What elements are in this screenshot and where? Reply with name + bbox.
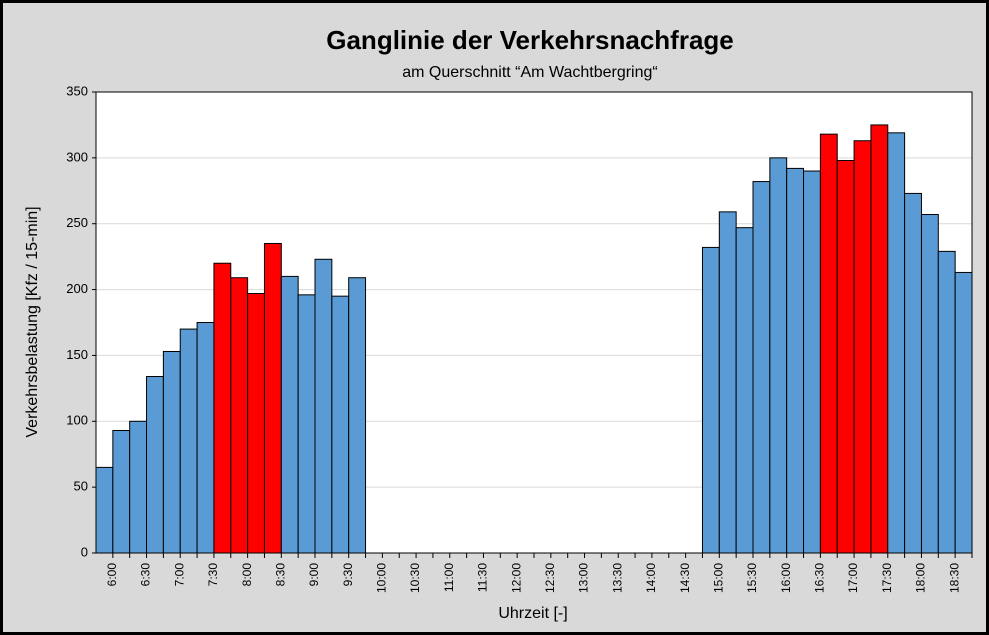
bar <box>819 133 838 554</box>
x-tick-label: 9:00 <box>307 563 321 587</box>
bar <box>247 293 265 554</box>
bar <box>752 181 771 554</box>
bar <box>853 140 872 554</box>
bar <box>230 277 249 554</box>
bar <box>129 420 148 554</box>
plot-border <box>95 91 973 554</box>
bar <box>348 277 367 554</box>
bar <box>920 213 939 554</box>
y-tick-label: 50 <box>74 479 88 494</box>
bar <box>112 430 131 554</box>
bar <box>162 350 181 554</box>
x-tick-label: 12:30 <box>543 563 557 593</box>
bar <box>904 192 922 554</box>
x-tick-label: 14:00 <box>644 563 658 593</box>
x-tick-label: 10:30 <box>408 563 422 593</box>
chart-title: Ganglinie der Verkehrsnachfrage <box>326 25 734 55</box>
x-tick-label: 6:00 <box>105 563 119 587</box>
bar <box>331 295 350 554</box>
bar <box>836 159 855 554</box>
x-tick-label: 17:00 <box>846 563 860 593</box>
y-tick-label: 350 <box>66 83 88 98</box>
x-tick-label: 8:30 <box>273 563 287 587</box>
x-tick-label: 16:00 <box>779 563 793 593</box>
bar <box>314 258 333 554</box>
x-tick-label: 18:00 <box>914 563 928 593</box>
x-tick-label: 10:00 <box>375 563 389 593</box>
bar <box>280 275 299 554</box>
x-tick-label: 9:30 <box>341 563 355 587</box>
chart-subtitle: am Querschnitt “Am Wachtbergring“ <box>402 64 657 81</box>
y-tick-label: 300 <box>66 149 88 164</box>
x-tick-label: 7:30 <box>206 563 220 587</box>
bar <box>887 132 906 554</box>
x-tick-label: 8:00 <box>240 563 254 587</box>
y-tick-label: 200 <box>66 281 88 296</box>
bar <box>769 157 788 554</box>
bar <box>213 262 232 554</box>
bar <box>718 211 737 554</box>
x-tick-label: 7:00 <box>172 563 186 587</box>
bar <box>870 124 889 554</box>
bar <box>146 376 164 554</box>
x-tick-label: 6:30 <box>139 563 153 587</box>
bar <box>701 246 720 554</box>
bar <box>954 271 973 554</box>
bar <box>937 250 956 554</box>
bar <box>263 242 282 554</box>
x-tick-label: 15:00 <box>711 563 725 593</box>
bar <box>803 170 821 554</box>
bar <box>786 167 805 554</box>
x-axis-label: Uhrzeit [-] <box>498 605 567 622</box>
x-tick-label: 15:30 <box>745 563 759 593</box>
bar <box>735 227 754 554</box>
x-tick-label: 13:00 <box>577 563 591 593</box>
x-tick-label: 17:30 <box>880 563 894 593</box>
y-tick-label: 0 <box>81 544 88 559</box>
x-tick-label: 14:30 <box>678 563 692 593</box>
bar <box>297 294 316 554</box>
x-tick-label: 18:30 <box>947 563 961 593</box>
x-tick-label: 11:00 <box>442 563 456 592</box>
bar <box>196 322 215 554</box>
y-tick-label: 100 <box>66 413 88 428</box>
x-tick-label: 13:30 <box>610 563 624 593</box>
bar <box>95 466 114 554</box>
x-tick-label: 16:30 <box>813 563 827 593</box>
x-tick-label: 12:00 <box>509 563 523 593</box>
y-tick-label: 150 <box>66 347 88 362</box>
x-tick-label: 11:30 <box>476 563 490 592</box>
y-axis-label: Verkehrsbelastung [Kfz / 15-min] <box>24 206 41 437</box>
bar <box>179 328 198 554</box>
y-tick-label: 250 <box>66 215 88 230</box>
